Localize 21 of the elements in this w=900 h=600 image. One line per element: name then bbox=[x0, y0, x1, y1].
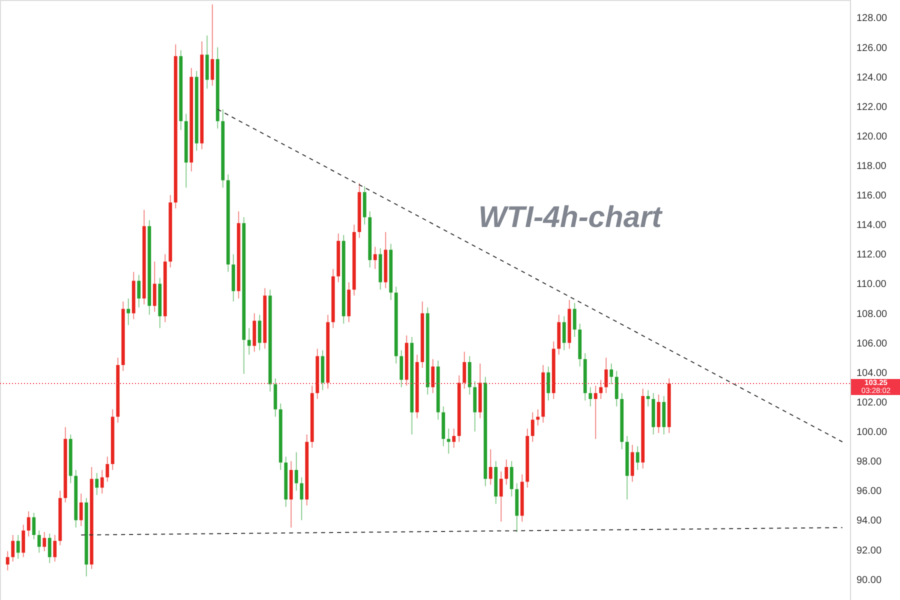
y-tick-label: 126.00 bbox=[856, 42, 888, 54]
y-tick-label: 98.00 bbox=[856, 456, 882, 468]
y-tick-label: 118.00 bbox=[856, 161, 887, 172]
y-tick-label: 106.00 bbox=[856, 338, 888, 350]
y-tick-label: 128.00 bbox=[856, 13, 888, 24]
y-tick-label: 110.00 bbox=[856, 279, 887, 290]
y-tick-label: 124.00 bbox=[856, 72, 888, 84]
y-tick-label: 102.00 bbox=[856, 397, 888, 408]
y-tick-label: 92.00 bbox=[856, 545, 882, 556]
y-tick-label: 104.00 bbox=[856, 368, 888, 379]
y-tick-label: 108.00 bbox=[856, 308, 888, 320]
y-tick-label: 94.00 bbox=[856, 516, 882, 527]
y-tick-label: 112.00 bbox=[856, 250, 887, 261]
y-tick-label: 120.00 bbox=[856, 131, 888, 142]
y-tick-label: 116.00 bbox=[856, 190, 887, 202]
y-tick-label: 122.00 bbox=[856, 102, 888, 113]
y-tick-label: 96.00 bbox=[856, 486, 882, 498]
text: WTI-4h-chart bbox=[478, 201, 664, 234]
y-tick-label: 90.00 bbox=[856, 574, 882, 586]
y-tick-label: 100.00 bbox=[856, 427, 888, 438]
y-tick-label: 114.00 bbox=[856, 220, 887, 232]
